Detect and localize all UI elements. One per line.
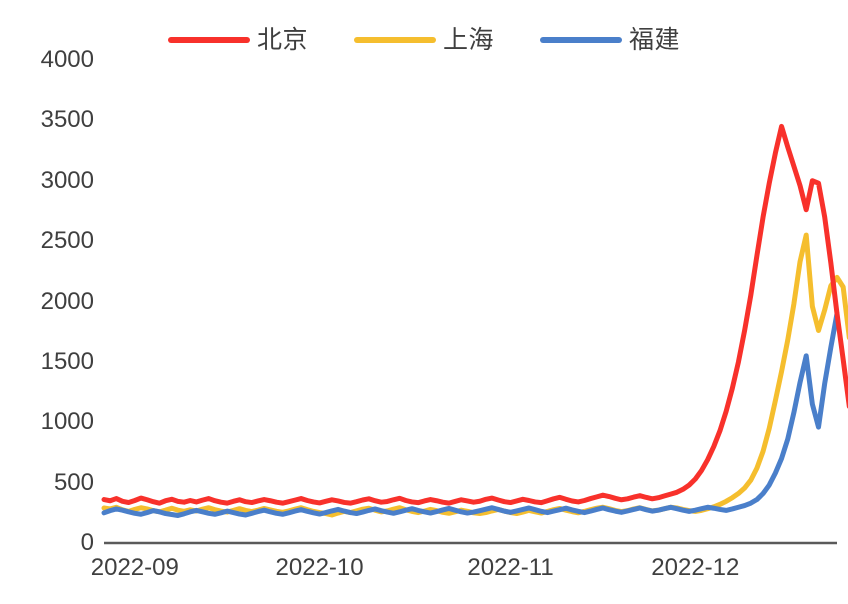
legend-color-swatch (353, 37, 436, 43)
y-axis-tick-label: 500 (53, 468, 94, 496)
legend-label: 北京 (256, 25, 308, 54)
x-axis-tick-label: 2022-11 (467, 554, 554, 581)
y-axis-tick-label: 2500 (40, 227, 94, 255)
legend-entry[interactable]: 福建 (540, 25, 681, 54)
y-axis-tick-label: 3000 (40, 166, 94, 194)
y-axis-tick-label: 1500 (40, 347, 94, 375)
legend-entry[interactable]: 北京 (167, 25, 308, 54)
y-axis-tick-labels: 0 500 1000 1500 2000 2500 3000 3500 4000 (0, 0, 94, 604)
y-axis-tick-label: 1000 (40, 408, 94, 436)
legend-color-swatch (167, 37, 250, 43)
series-line (101, 123, 848, 506)
y-axis-tick-label: 3500 (40, 106, 94, 134)
legend-color-swatch (540, 37, 622, 43)
legend-label: 福建 (629, 25, 681, 54)
chart-legend: 北京 上海 福建 (0, 20, 848, 60)
series-line (101, 311, 840, 518)
x-axis-tick-label: 2022-09 (90, 554, 179, 581)
legend-entry[interactable]: 上海 (353, 25, 494, 54)
y-axis-tick-label: 4000 (40, 46, 94, 73)
y-axis-tick-label: 0 (80, 529, 94, 556)
x-axis-tick-labels: 2022-09 2022-10 2022-11 2022-12 (0, 556, 848, 596)
y-axis-tick-label: 2000 (40, 287, 94, 315)
legend-label: 上海 (442, 25, 494, 54)
x-axis-tick-label: 2022-12 (651, 554, 740, 581)
x-axis-tick-label: 2022-10 (275, 554, 364, 581)
